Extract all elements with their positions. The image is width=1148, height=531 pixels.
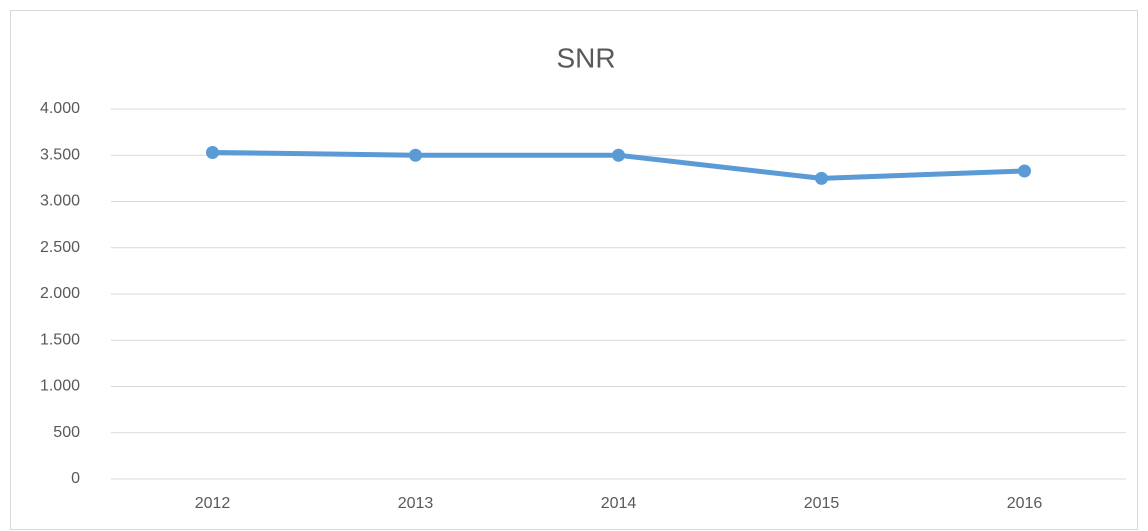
y-tick-label: 4.000 [40,100,80,117]
x-tick-label: 2016 [1007,495,1043,512]
x-tick-label: 2013 [398,495,434,512]
chart-title: SNR [556,42,615,73]
x-tick-label: 2015 [804,495,840,512]
data-point [409,148,422,162]
y-tick-label: 500 [53,424,80,441]
chart-border [10,10,1138,530]
x-tick-label: 2014 [601,495,637,512]
x-tick-label: 2012 [195,495,231,512]
data-point [815,171,828,185]
y-tick-label: 2.000 [40,285,80,302]
y-tick-label: 0 [71,470,80,487]
data-point [612,148,625,162]
y-tick-label: 3.000 [40,193,80,210]
y-tick-label: 1.500 [40,331,80,348]
data-point [206,145,219,159]
data-point [1018,164,1031,178]
y-tick-label: 2.500 [40,239,80,256]
y-tick-label: 1.000 [40,378,80,395]
y-tick-label: 3.500 [40,146,80,163]
